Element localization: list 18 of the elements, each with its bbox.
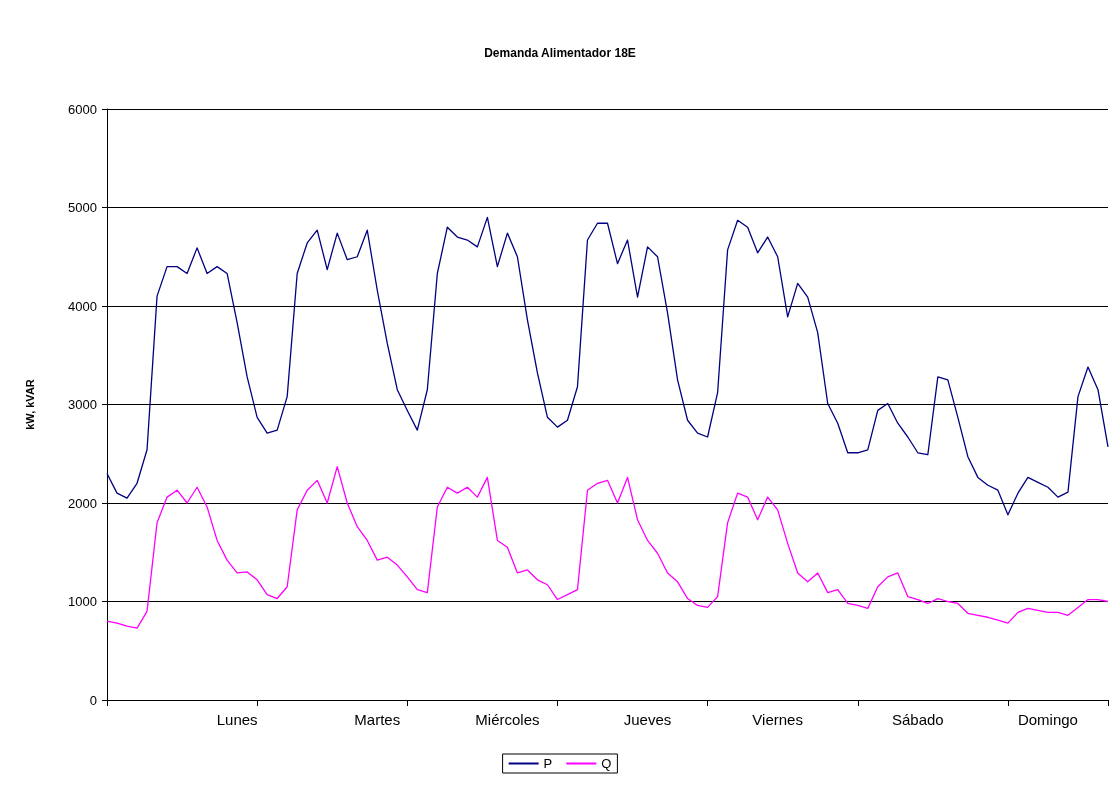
y-axis-title: kW, kVAR (23, 379, 36, 430)
y-tick-label: 3000 (68, 397, 97, 412)
legend-label: P (543, 756, 553, 771)
x-tick-label: Lunes (216, 711, 258, 728)
chart-title: Demanda Alimentador 18E (484, 46, 636, 60)
x-tick-label: Domingo (1017, 711, 1078, 728)
x-tick-label: Sábado (891, 711, 944, 728)
y-tick-label: 5000 (68, 200, 97, 215)
y-tick-label: 2000 (68, 495, 97, 511)
y-tick-label: 4000 (68, 298, 97, 314)
x-tick-label: Martes (354, 711, 401, 728)
x-tick-label: Jueves (623, 711, 672, 728)
y-tick-label: 1000 (68, 594, 97, 609)
x-tick-label: Miércoles (475, 711, 540, 728)
y-tick-label: 0 (89, 692, 97, 708)
y-tick-label: 6000 (68, 101, 97, 117)
legend-label: Q (601, 756, 612, 771)
x-tick-label: Viernes (752, 711, 803, 728)
